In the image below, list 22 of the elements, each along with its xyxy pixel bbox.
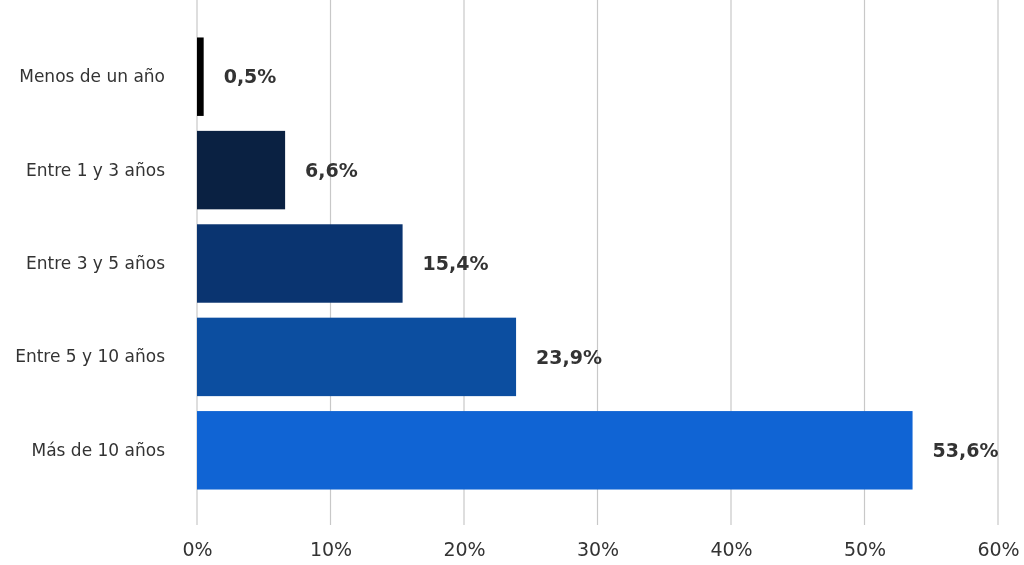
x-tick-label: 10%: [309, 538, 353, 561]
data-label: 6,6%: [305, 158, 358, 181]
y-tick-label: Entre 5 y 10 años: [15, 346, 166, 367]
y-tick-label: Más de 10 años: [31, 439, 166, 460]
x-tick-label: 60%: [977, 538, 1020, 561]
data-label: 15,4%: [422, 252, 489, 275]
x-tick-label: 50%: [843, 538, 887, 561]
x-tick-label: 0%: [182, 538, 213, 561]
y-tick-label: Menos de un año: [19, 66, 165, 87]
y-tick-label: Entre 3 y 5 años: [25, 252, 166, 273]
bar: [197, 317, 517, 397]
x-tick-label: 30%: [576, 538, 620, 561]
data-label: 0,5%: [223, 65, 277, 88]
bar: [197, 411, 913, 490]
bar: [197, 37, 204, 116]
x-tick-label: 40%: [710, 538, 753, 561]
bar: [197, 224, 403, 303]
x-tick-label: 20%: [443, 538, 486, 561]
data-label: 23,9%: [536, 345, 602, 368]
y-tick-label: Entre 1 y 3 años: [25, 159, 166, 180]
data-label: 53,6%: [932, 438, 999, 461]
bar: [197, 130, 286, 210]
